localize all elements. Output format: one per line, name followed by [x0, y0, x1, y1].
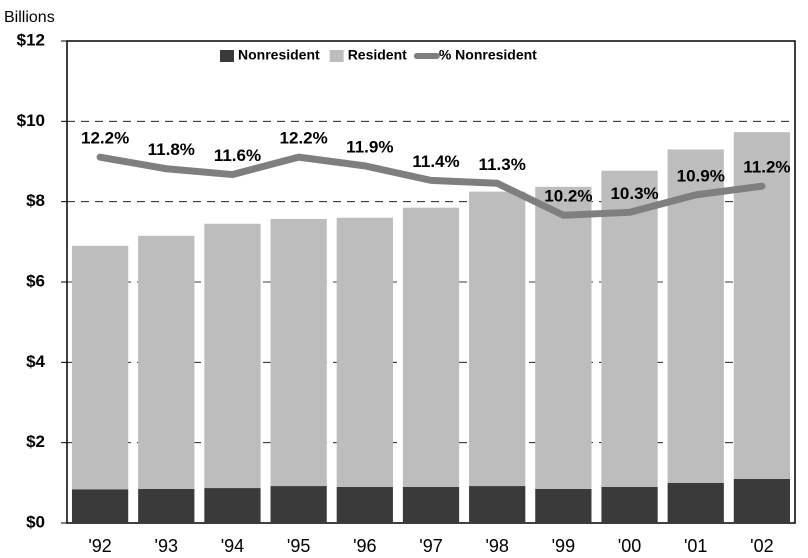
- bar-nonresident: [270, 486, 327, 523]
- bar-resident: [71, 245, 129, 490]
- legend-label: Nonresident: [238, 47, 320, 63]
- data-label: 11.6%: [214, 146, 261, 165]
- bar-resident: [138, 235, 195, 489]
- bar-resident: [601, 170, 658, 487]
- legend-label: % Nonresident: [439, 47, 537, 63]
- bar-nonresident: [402, 486, 460, 523]
- bar-nonresident: [138, 488, 195, 523]
- y-tick-label: $2: [26, 432, 45, 451]
- bar-nonresident: [667, 482, 724, 523]
- bar-nonresident: [336, 486, 393, 523]
- legend-swatch: [329, 50, 344, 62]
- x-tick-label: '94: [221, 536, 244, 556]
- data-label: 10.9%: [677, 166, 725, 185]
- x-tick-label: '99: [552, 536, 575, 556]
- legend-label: Resident: [348, 47, 407, 63]
- data-label: 10.2%: [544, 187, 592, 206]
- bar-nonresident: [601, 486, 658, 523]
- bar-resident: [204, 223, 261, 489]
- bar-nonresident: [733, 478, 791, 523]
- bar-nonresident: [204, 488, 261, 523]
- x-tick-label: '95: [287, 536, 310, 556]
- data-label: 10.3%: [610, 184, 658, 203]
- x-tick-label: '98: [485, 536, 508, 556]
- x-tick-label: '00: [618, 536, 641, 556]
- x-tick-label: '92: [88, 536, 111, 556]
- y-tick-label: $8: [26, 191, 45, 210]
- legend-swatch: [220, 50, 234, 62]
- data-label: 12.2%: [280, 129, 328, 148]
- data-label: 11.3%: [479, 155, 526, 174]
- x-tick-label: '02: [750, 536, 773, 556]
- y-tick-label: $4: [26, 352, 45, 371]
- bar-nonresident: [71, 489, 129, 523]
- y-tick-label: $6: [26, 271, 45, 290]
- bar-resident: [402, 207, 460, 487]
- bar-resident: [469, 191, 526, 487]
- bar-resident: [667, 149, 724, 483]
- bar-resident: [535, 186, 592, 489]
- bar-resident: [336, 217, 393, 487]
- y-tick-label: $12: [17, 30, 45, 49]
- x-tick-label: '01: [684, 536, 707, 556]
- y-tick-label: $10: [17, 111, 45, 130]
- bar-resident: [270, 218, 327, 487]
- bar-nonresident: [469, 486, 526, 523]
- data-label: 11.8%: [148, 140, 195, 159]
- line-pct-nonresident: [96, 153, 766, 219]
- bar-nonresident: [535, 488, 592, 523]
- x-tick-label: '96: [353, 536, 376, 556]
- x-tick-label: '93: [155, 536, 178, 556]
- data-label: 11.2%: [743, 158, 790, 177]
- data-label: 11.4%: [412, 152, 459, 171]
- data-label: 11.9%: [346, 137, 393, 156]
- data-label: 12.2%: [81, 129, 129, 148]
- y-axis-label: Billions: [4, 9, 55, 26]
- y-tick-label: $0: [26, 512, 45, 531]
- x-tick-label: '97: [419, 536, 442, 556]
